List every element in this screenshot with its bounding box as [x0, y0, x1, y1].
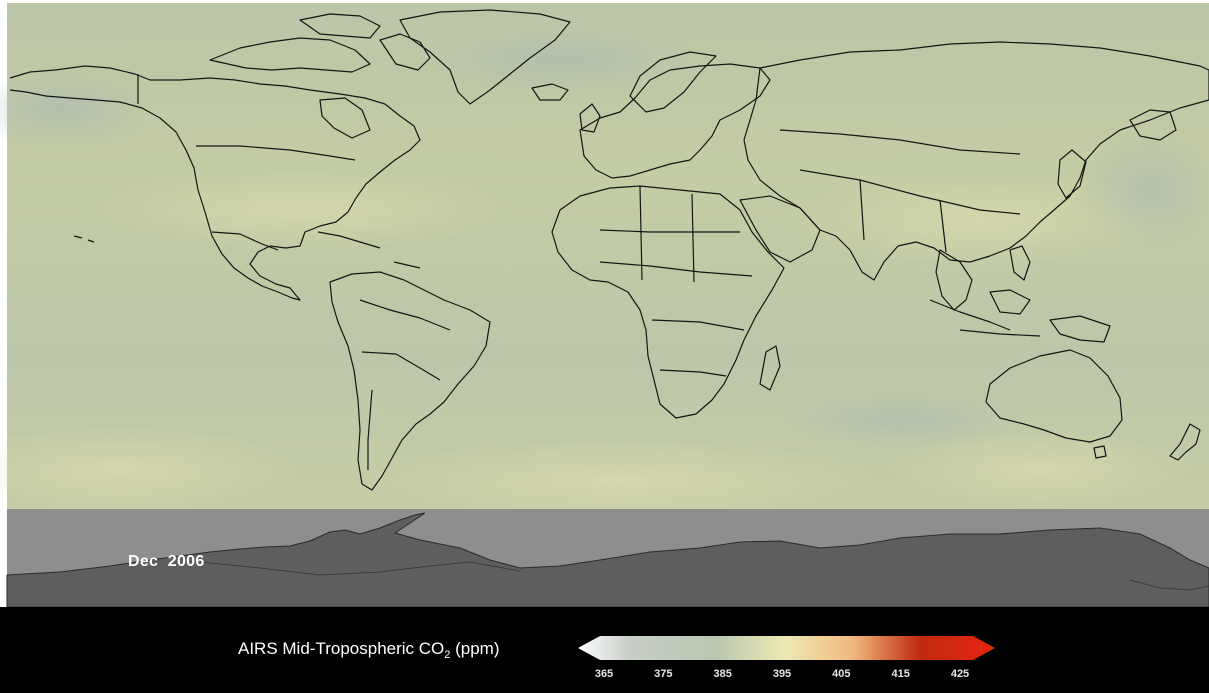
legend-title-prefix: AIRS Mid-Tropospheric CO: [238, 639, 445, 658]
kamchatka-outline: [1129, 109, 1177, 141]
co2-field-patch: [0, 70, 150, 150]
legend-tick-label: 365: [594, 668, 614, 680]
co2-field-patch: [0, 425, 300, 515]
legend-title: AIRS Mid-Tropospheric CO2 (ppm): [238, 639, 500, 661]
legend-title-suffix: (ppm): [450, 639, 500, 658]
hawaii-islands: [73, 235, 95, 243]
country-border: [196, 145, 356, 161]
country-border: [367, 389, 373, 470]
legend-title-subscript: 2: [444, 649, 451, 661]
country-border: [359, 299, 451, 331]
co2-field-patch: [1080, 130, 1209, 250]
co2-field-patch: [780, 390, 1020, 450]
country-border: [361, 351, 441, 381]
country-border: [599, 229, 740, 233]
indonesia-islands: [929, 299, 1011, 331]
country-border: [659, 369, 727, 377]
legend-colorbar: [578, 636, 995, 660]
co2-field-patch: [80, 170, 520, 250]
arctic-islands: [299, 13, 381, 39]
legend-tick-label: 375: [654, 668, 673, 680]
country-border: [639, 185, 643, 281]
scandinavia-outline: [629, 51, 717, 113]
tasmania-outline: [1093, 445, 1107, 459]
indonesia-islands: [989, 289, 1031, 315]
legend-colorbar-shape: [578, 636, 995, 660]
iceland-outline: [531, 83, 569, 101]
country-border: [939, 199, 947, 253]
co2-field-patch: [420, 25, 700, 95]
country-border: [799, 169, 1021, 215]
arctic-islands: [209, 37, 371, 73]
antarctica-landmass: [6, 512, 1209, 608]
caribbean-islands: [393, 261, 421, 269]
country-border: [211, 231, 279, 251]
co2-field-patch: [780, 170, 1180, 270]
antarctic-ice-shelf: [199, 561, 521, 576]
date-label: Dec 2006: [128, 553, 205, 570]
caribbean-islands: [317, 231, 381, 249]
new-zealand-outline: [1169, 423, 1201, 461]
north-america-outline: [9, 65, 421, 301]
asia-outline: [743, 41, 1209, 281]
legend-tick-label: 395: [772, 668, 792, 680]
australia-outline: [985, 349, 1123, 443]
arabia-outline: [739, 195, 821, 263]
new-guinea-outline: [1049, 315, 1111, 343]
country-border: [691, 193, 695, 283]
arctic-islands: [379, 33, 431, 71]
co2-field-patch: [360, 440, 880, 520]
co2-field-patch: [890, 430, 1190, 510]
south-america-outline: [329, 271, 491, 491]
legend-tick-label: 415: [891, 668, 910, 680]
philippines-outline: [1009, 245, 1031, 281]
japan-outline: [1057, 149, 1087, 199]
europe-outline: [579, 63, 771, 179]
legend-tick-label: 385: [713, 668, 732, 680]
madagascar-outline: [759, 345, 781, 391]
indonesia-islands: [959, 329, 1041, 337]
africa-outline: [551, 185, 785, 419]
country-border: [651, 319, 745, 331]
greenland-outline: [399, 9, 571, 105]
legend-tick-label: 425: [950, 668, 970, 680]
country-border: [859, 179, 865, 241]
british-isles: [579, 103, 601, 133]
hudson-bay: [319, 97, 371, 139]
indochina-outline: [935, 249, 973, 311]
antarctic-ice-shelf: [1129, 579, 1209, 591]
country-border: [779, 129, 1021, 155]
legend-tick-label: 405: [832, 668, 851, 680]
country-border: [599, 261, 753, 277]
coastlines: [9, 9, 1209, 491]
